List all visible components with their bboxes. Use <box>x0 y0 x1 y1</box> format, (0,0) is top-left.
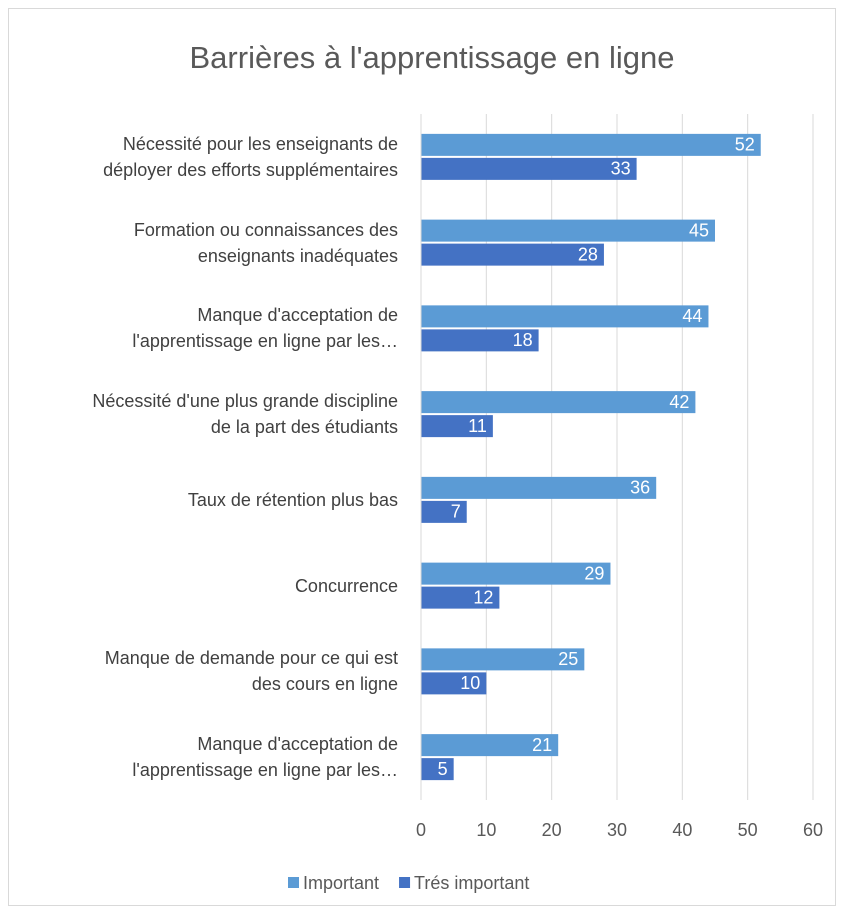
bar <box>421 758 454 781</box>
bar <box>421 305 709 328</box>
data-label: 45 <box>689 220 709 240</box>
x-tick-label: 50 <box>738 820 758 840</box>
y-tick-label: Taux de rétention plus bas <box>187 489 398 510</box>
bar <box>421 734 559 757</box>
y-tick-label: Nécessité pour les enseignants de déploy… <box>103 133 398 180</box>
bar <box>421 500 467 523</box>
data-label: 33 <box>611 159 631 179</box>
data-label: 44 <box>682 306 702 326</box>
data-label: 28 <box>578 244 598 264</box>
data-label: 10 <box>460 673 480 693</box>
y-tick-label: Manque d'acceptation de l'apprentissage … <box>132 305 398 352</box>
x-tick-label: 40 <box>672 820 692 840</box>
bar <box>421 329 539 352</box>
data-label: 36 <box>630 478 650 498</box>
bar <box>421 133 761 156</box>
bar <box>421 219 715 242</box>
x-tick-label: 10 <box>476 820 496 840</box>
bar <box>421 391 696 414</box>
data-label: 25 <box>558 649 578 669</box>
data-label: 29 <box>584 563 604 583</box>
chart-title: Barrières à l'apprentissage en ligne <box>190 40 675 75</box>
y-tick-label: Manque d'acceptation de l'apprentissage … <box>132 734 398 781</box>
data-label: 52 <box>735 135 755 155</box>
data-label: 5 <box>438 759 448 779</box>
data-label: 42 <box>669 392 689 412</box>
data-label: 11 <box>468 416 487 436</box>
data-label: 18 <box>513 330 533 350</box>
data-label: 12 <box>473 587 493 607</box>
bar <box>421 243 604 266</box>
legend-swatch <box>399 877 411 888</box>
bar <box>421 415 493 438</box>
bar <box>421 157 637 180</box>
legend-swatch <box>288 877 299 888</box>
bar <box>421 586 500 609</box>
x-tick-label: 20 <box>542 820 562 840</box>
bar <box>421 476 657 499</box>
data-label: 21 <box>532 735 552 755</box>
legend-label: Important <box>303 873 379 893</box>
y-tick-label: Nécessité d'une plus grande discipline d… <box>92 391 398 438</box>
x-tick-label: 60 <box>803 820 823 840</box>
legend-label: Trés important <box>414 873 529 893</box>
y-tick-label: Concurrence <box>294 575 398 596</box>
bar <box>421 562 611 585</box>
x-tick-label: 30 <box>607 820 627 840</box>
bar <box>421 648 585 671</box>
data-label: 7 <box>451 502 461 522</box>
x-tick-label: 0 <box>416 820 426 840</box>
y-tick-label: Formation ou connaissances des enseignan… <box>133 219 398 266</box>
y-tick-label: Manque de demande pour ce qui est des co… <box>104 648 398 695</box>
bar <box>421 672 487 695</box>
